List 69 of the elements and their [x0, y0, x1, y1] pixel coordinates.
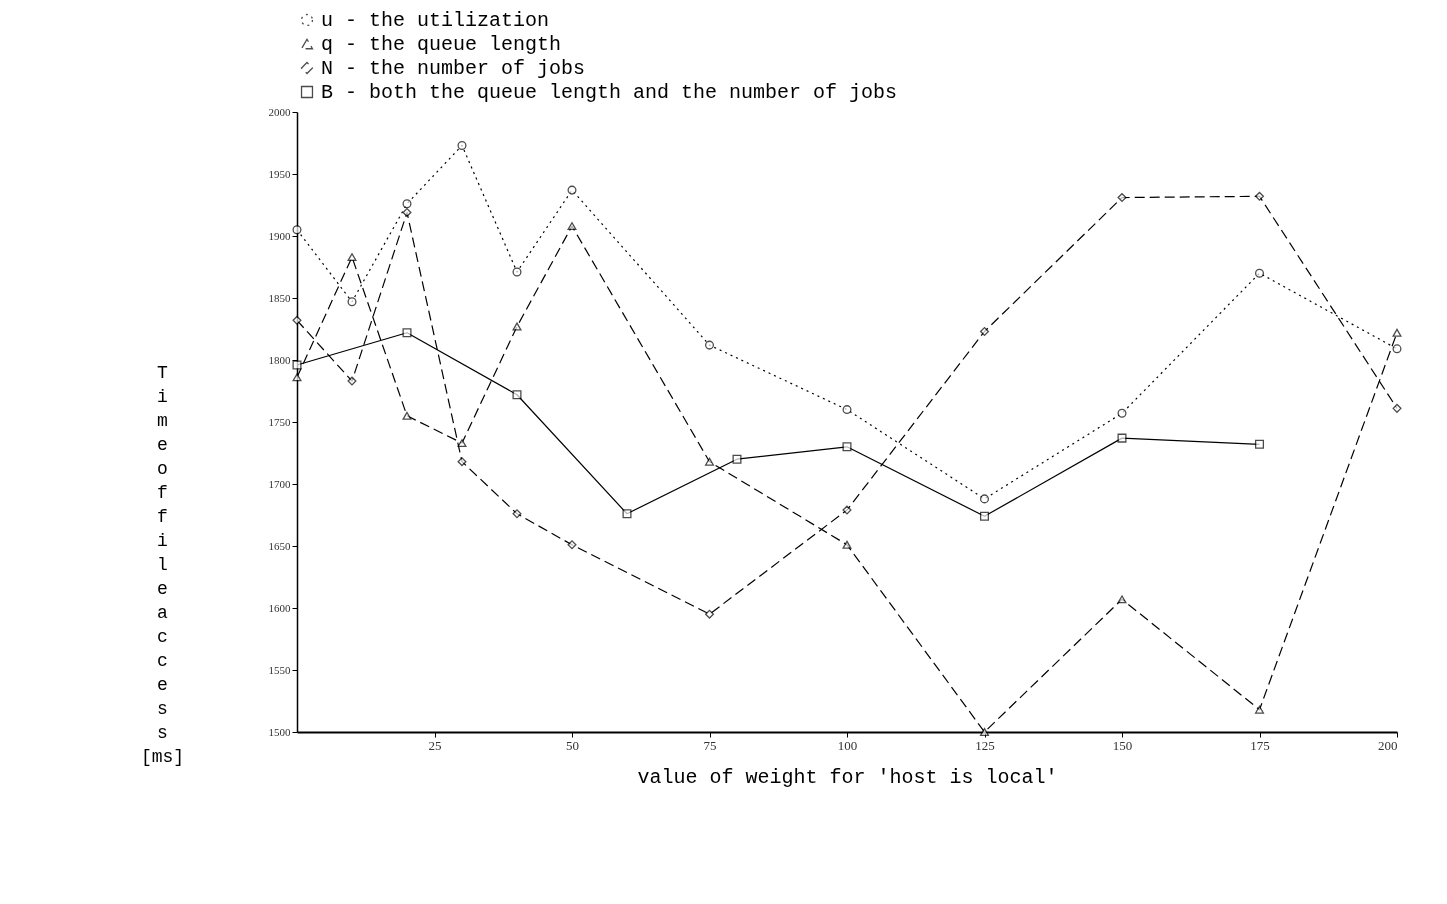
- point: [567, 222, 577, 231]
- y-tick-label: 2000: [268, 105, 291, 118]
- point: [292, 315, 302, 325]
- point: [402, 207, 412, 217]
- point: [347, 297, 357, 307]
- point: [402, 328, 412, 338]
- legend-label: u - the utilization: [321, 9, 550, 32]
- x-tick-label: 100: [837, 737, 858, 753]
- y-tick-label: 1750: [268, 415, 291, 428]
- point: [567, 540, 577, 550]
- point: [1254, 191, 1265, 201]
- y-tick-label: 1950: [268, 167, 291, 180]
- point: [842, 442, 852, 452]
- point: [512, 267, 522, 277]
- x-tick-label: 25: [428, 737, 442, 753]
- point: [347, 253, 357, 262]
- point: [1392, 328, 1402, 337]
- point: [704, 609, 715, 619]
- point: [292, 360, 302, 370]
- point: [457, 140, 467, 150]
- point: [402, 199, 412, 209]
- x-tick-label: 200: [1378, 737, 1398, 753]
- x-tick-label: 175: [1250, 737, 1270, 753]
- text: Time of file access [ms]: [140, 362, 185, 767]
- y-tick-label: 1550: [268, 663, 291, 676]
- y-tick-label: 1700: [268, 477, 291, 490]
- point: [732, 454, 742, 464]
- point: [1392, 403, 1402, 413]
- point: [979, 326, 990, 336]
- x-tick-label: 125: [975, 737, 995, 753]
- point: [1254, 705, 1265, 714]
- point: [292, 225, 302, 235]
- x-tick-label: 150: [1112, 737, 1133, 753]
- point: [704, 457, 715, 466]
- y-tick-label: 1900: [268, 229, 291, 242]
- y-tick-label: 1500: [268, 725, 291, 738]
- point: [842, 505, 852, 515]
- x-axis-title: value of weight for 'host is local': [637, 765, 1058, 789]
- point: [1254, 439, 1265, 449]
- x-tick-label: 75: [703, 737, 717, 753]
- point: [842, 540, 852, 549]
- point: [979, 728, 990, 736]
- point: [512, 322, 522, 331]
- point: [1254, 268, 1265, 278]
- y-tick-label: 1850: [268, 291, 291, 304]
- point: [512, 390, 522, 400]
- point: [1117, 408, 1127, 418]
- point: [457, 439, 467, 448]
- point: [704, 340, 715, 350]
- point: [622, 509, 632, 519]
- legend-label: q - the queue length: [321, 33, 562, 56]
- point: [1117, 433, 1127, 443]
- point: [512, 509, 522, 519]
- point: [1117, 193, 1127, 203]
- legend-label: B - both the queue length and the number of jobs: [321, 81, 898, 104]
- y-tick-label: 1800: [268, 353, 291, 366]
- point: [347, 376, 357, 386]
- point: [402, 411, 412, 420]
- point: [457, 457, 467, 467]
- point: [979, 494, 990, 504]
- point: [567, 185, 577, 195]
- point: [842, 405, 852, 415]
- y-tick-label: 1600: [268, 601, 291, 614]
- point: [1117, 595, 1127, 604]
- legend-label: N - the number of jobs: [321, 57, 586, 80]
- x-tick-label: 50: [566, 737, 579, 753]
- y-tick-label: 1650: [268, 539, 291, 552]
- point: [979, 511, 990, 521]
- point: [1392, 344, 1402, 354]
